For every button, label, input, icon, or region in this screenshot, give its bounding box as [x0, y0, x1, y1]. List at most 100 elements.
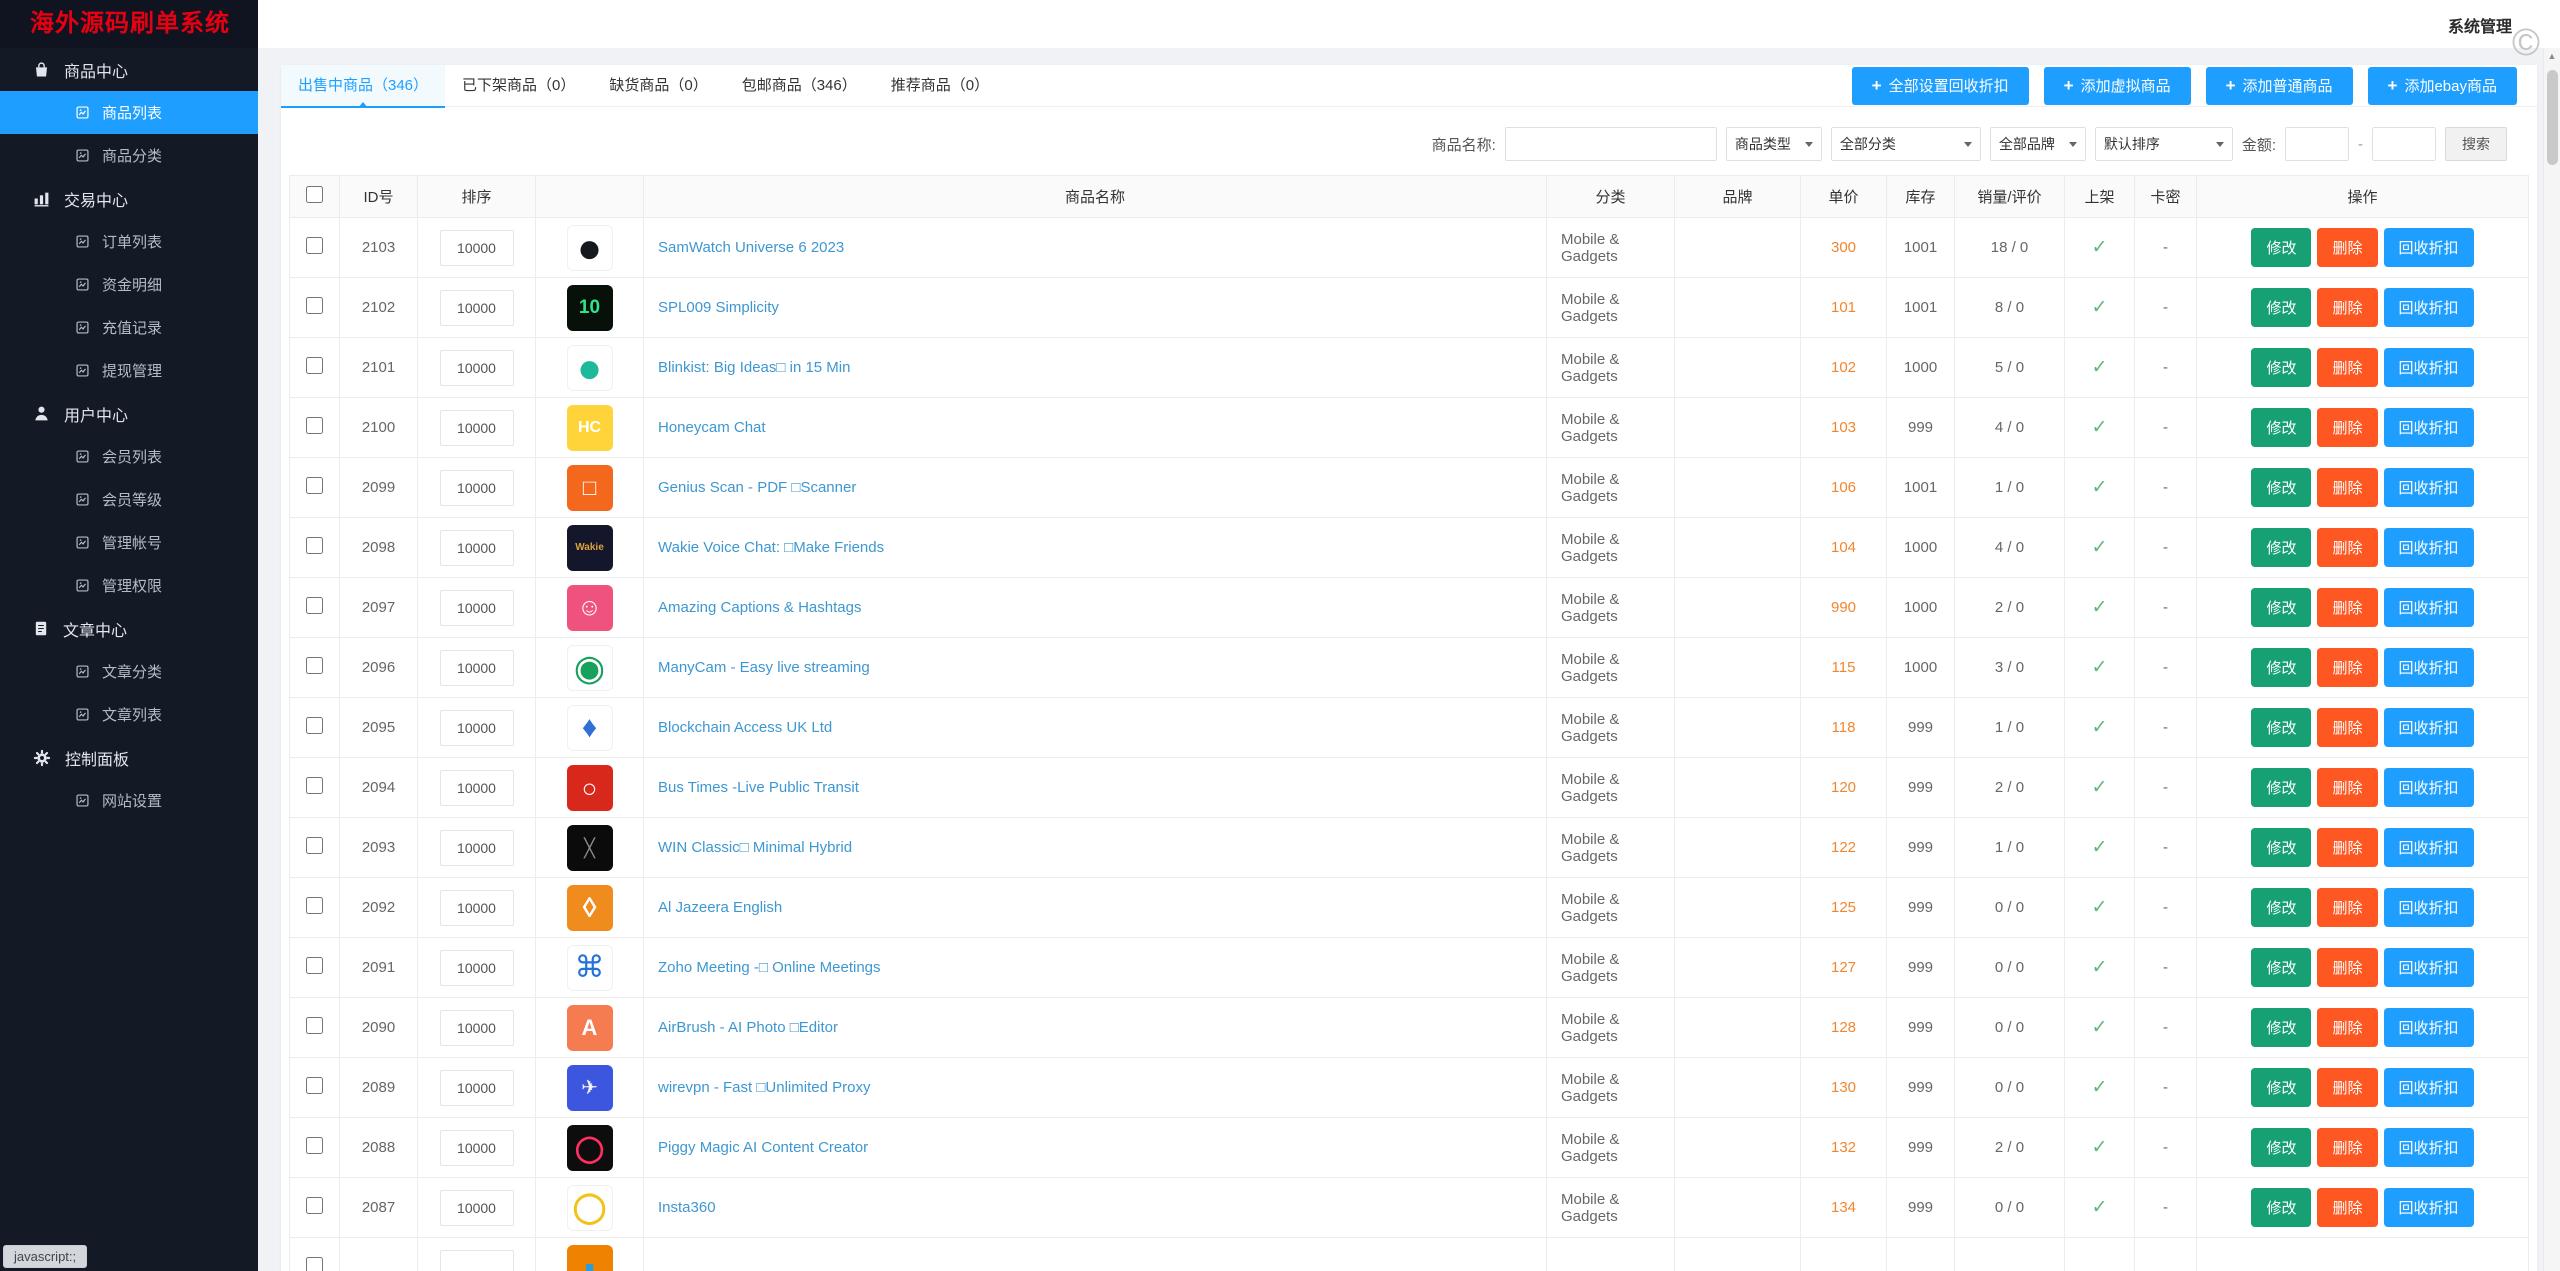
recycle-discount-button[interactable]: 回收折扣	[2383, 228, 2474, 267]
sidebar-item[interactable]: 会员等级	[0, 478, 258, 521]
edit-button[interactable]: 修改	[2251, 348, 2312, 387]
sort-input[interactable]	[439, 1189, 514, 1226]
edit-button[interactable]: 修改	[2251, 528, 2312, 567]
tab[interactable]: 缺货商品（0）	[609, 76, 708, 94]
edit-button[interactable]: 修改	[2251, 828, 2312, 867]
row-select-checkbox[interactable]	[306, 1077, 323, 1094]
delete-button[interactable]: 删除	[2317, 468, 2378, 507]
recycle-discount-button[interactable]: 回收折扣	[2383, 468, 2474, 507]
row-select-checkbox[interactable]	[306, 537, 323, 554]
product-name-link[interactable]: Zoho Meeting -□ Online Meetings	[658, 959, 881, 976]
delete-button[interactable]: 删除	[2317, 948, 2378, 987]
edit-button[interactable]: 修改	[2251, 588, 2312, 627]
sort-input[interactable]	[439, 1069, 514, 1106]
product-name-link[interactable]: Honeycam Chat	[658, 419, 766, 436]
product-name-link[interactable]: AirBrush - AI Photo □Editor	[658, 1019, 838, 1036]
sidebar-item[interactable]: 充值记录	[0, 306, 258, 349]
sidebar-section-title[interactable]: 用户中心	[0, 392, 258, 435]
product-name-link[interactable]: Bus Times -Live Public Transit	[658, 779, 859, 796]
row-select-checkbox[interactable]	[306, 1257, 323, 1271]
row-select-checkbox[interactable]	[306, 897, 323, 914]
recycle-discount-button[interactable]: 回收折扣	[2383, 1188, 2474, 1227]
tab[interactable]: 包邮商品（346）	[741, 76, 857, 94]
sort-input[interactable]	[439, 1129, 514, 1166]
amount-min-input[interactable]	[2285, 127, 2349, 161]
recycle-discount-button[interactable]: 回收折扣	[2383, 408, 2474, 447]
delete-button[interactable]: 删除	[2317, 1008, 2378, 1047]
recycle-discount-button[interactable]: 回收折扣	[2383, 768, 2474, 807]
recycle-discount-button[interactable]: 回收折扣	[2383, 348, 2474, 387]
edit-button[interactable]: 修改	[2251, 888, 2312, 927]
product-name-link[interactable]: SamWatch Universe 6 2023	[658, 239, 845, 256]
edit-button[interactable]: 修改	[2251, 1188, 2312, 1227]
recycle-discount-button[interactable]: 回收折扣	[2383, 288, 2474, 327]
sidebar-section-title[interactable]: 商品中心	[0, 48, 258, 91]
row-select-checkbox[interactable]	[306, 957, 323, 974]
delete-button[interactable]: 删除	[2317, 648, 2378, 687]
sidebar-item[interactable]: 文章列表	[0, 693, 258, 736]
delete-button[interactable]: 删除	[2317, 1188, 2378, 1227]
tab[interactable]: 出售中商品（346）	[281, 64, 446, 108]
scroll-up-arrow[interactable]: ▲	[2547, 51, 2557, 61]
row-select-checkbox[interactable]	[306, 597, 323, 614]
recycle-discount-button[interactable]: 回收折扣	[2383, 588, 2474, 627]
row-select-checkbox[interactable]	[306, 657, 323, 674]
product-name-link[interactable]: Genius Scan - PDF □Scanner	[658, 479, 857, 496]
sidebar-section-title[interactable]: 交易中心	[0, 177, 258, 220]
edit-button[interactable]: 修改	[2251, 1008, 2312, 1047]
delete-button[interactable]: 删除	[2317, 228, 2378, 267]
tab[interactable]: 推荐商品（0）	[890, 76, 990, 94]
sidebar-item[interactable]: 管理权限	[0, 564, 258, 607]
add-button[interactable]: + 添加ebay商品	[2367, 66, 2517, 105]
row-select-checkbox[interactable]	[306, 777, 323, 794]
vertical-scrollbar[interactable]: ▲	[2543, 48, 2560, 1271]
sort-input[interactable]	[439, 529, 514, 566]
select-all-checkbox[interactable]	[306, 186, 323, 203]
sort-input[interactable]	[439, 1249, 514, 1271]
row-select-checkbox[interactable]	[306, 417, 323, 434]
product-name-link[interactable]: Piggy Magic AI Content Creator	[658, 1139, 869, 1156]
row-select-checkbox[interactable]	[306, 477, 323, 494]
edit-button[interactable]: 修改	[2251, 408, 2312, 447]
add-button[interactable]: + 添加普通商品	[2205, 66, 2353, 105]
product-name-link[interactable]: Al Jazeera English	[658, 899, 783, 916]
amount-max-input[interactable]	[2372, 127, 2436, 161]
delete-button[interactable]: 删除	[2317, 528, 2378, 567]
sort-input[interactable]	[439, 589, 514, 626]
system-admin-menu[interactable]: 系统管理	[2447, 19, 2512, 36]
sidebar-item[interactable]: 文章分类	[0, 650, 258, 693]
sort-input[interactable]	[439, 469, 514, 506]
sidebar-item[interactable]: 商品分类	[0, 134, 258, 177]
recycle-discount-button[interactable]: 回收折扣	[2383, 528, 2474, 567]
delete-button[interactable]: 删除	[2317, 408, 2378, 447]
sidebar-section-title[interactable]: 文章中心	[0, 607, 258, 650]
tab[interactable]: 已下架商品（0）	[462, 76, 576, 94]
product-name-link[interactable]: Wakie Voice Chat: □Make Friends	[658, 539, 885, 556]
recycle-discount-button[interactable]: 回收折扣	[2383, 828, 2474, 867]
product-name-link[interactable]: wirevpn - Fast □Unlimited Proxy	[658, 1079, 871, 1096]
edit-button[interactable]: 修改	[2251, 228, 2312, 267]
row-select-checkbox[interactable]	[306, 1137, 323, 1154]
filter-select[interactable]: 商品类型	[1725, 127, 1822, 161]
recycle-discount-button[interactable]: 回收折扣	[2383, 1068, 2474, 1107]
delete-button[interactable]: 删除	[2317, 768, 2378, 807]
row-select-checkbox[interactable]	[306, 1197, 323, 1214]
sort-input[interactable]	[439, 289, 514, 326]
sidebar-item[interactable]: 网站设置	[0, 779, 258, 822]
recycle-discount-button[interactable]: 回收折扣	[2383, 948, 2474, 987]
delete-button[interactable]: 删除	[2317, 828, 2378, 867]
recycle-discount-button[interactable]: 回收折扣	[2383, 1128, 2474, 1167]
edit-button[interactable]: 修改	[2251, 468, 2312, 507]
sort-input[interactable]	[439, 889, 514, 926]
row-select-checkbox[interactable]	[306, 357, 323, 374]
edit-button[interactable]: 修改	[2251, 948, 2312, 987]
sort-input[interactable]	[439, 769, 514, 806]
row-select-checkbox[interactable]	[306, 837, 323, 854]
delete-button[interactable]: 删除	[2317, 348, 2378, 387]
sort-input[interactable]	[439, 1009, 514, 1046]
sort-input[interactable]	[439, 829, 514, 866]
product-name-link[interactable]: SPL009 Simplicity	[658, 299, 779, 316]
row-select-checkbox[interactable]	[306, 1017, 323, 1034]
sidebar-item[interactable]: 提现管理	[0, 349, 258, 392]
search-button[interactable]: 搜索	[2445, 127, 2507, 161]
